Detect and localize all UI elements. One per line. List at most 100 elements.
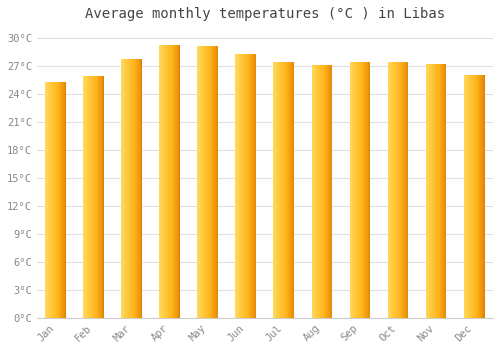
Bar [483, 75, 484, 318]
Bar [62, 82, 63, 318]
Bar [163, 45, 164, 318]
Bar [440, 64, 441, 318]
Bar [130, 59, 131, 318]
Bar [56, 82, 57, 318]
Bar [433, 64, 434, 318]
Bar [482, 75, 483, 318]
Bar [432, 64, 433, 318]
Bar [316, 65, 317, 318]
Bar [427, 64, 428, 318]
Bar [315, 65, 316, 318]
Bar [326, 65, 327, 318]
Bar [360, 62, 362, 318]
Bar [431, 64, 432, 318]
Bar [467, 75, 468, 318]
Bar [351, 62, 352, 318]
Bar [139, 59, 140, 318]
Bar [366, 62, 367, 318]
Bar [168, 45, 169, 318]
Bar [242, 54, 243, 318]
Bar [100, 76, 101, 318]
Bar [93, 76, 94, 318]
Bar [312, 65, 313, 318]
Bar [84, 76, 85, 318]
Bar [46, 82, 47, 318]
Bar [391, 62, 392, 318]
Bar [166, 45, 167, 318]
Bar [136, 59, 138, 318]
Bar [253, 54, 254, 318]
Bar [277, 62, 278, 318]
Bar [252, 54, 253, 318]
Bar [200, 46, 201, 318]
Bar [103, 76, 104, 318]
Bar [160, 45, 161, 318]
Bar [132, 59, 134, 318]
Bar [438, 64, 439, 318]
Bar [208, 46, 210, 318]
Bar [205, 46, 206, 318]
Bar [390, 62, 391, 318]
Bar [64, 82, 65, 318]
Bar [236, 54, 237, 318]
Bar [170, 45, 172, 318]
Bar [206, 46, 207, 318]
Bar [292, 62, 293, 318]
Bar [330, 65, 331, 318]
Bar [128, 59, 129, 318]
Bar [141, 59, 142, 318]
Bar [65, 82, 66, 318]
Bar [393, 62, 394, 318]
Bar [480, 75, 481, 318]
Bar [291, 62, 292, 318]
Bar [293, 62, 294, 318]
Bar [329, 65, 330, 318]
Bar [89, 76, 90, 318]
Title: Average monthly temperatures (°C ) in Libas: Average monthly temperatures (°C ) in Li… [85, 7, 445, 21]
Bar [468, 75, 469, 318]
Bar [53, 82, 54, 318]
Bar [124, 59, 125, 318]
Bar [199, 46, 200, 318]
Bar [368, 62, 369, 318]
Bar [161, 45, 162, 318]
Bar [239, 54, 240, 318]
Bar [324, 65, 325, 318]
Bar [213, 46, 214, 318]
Bar [279, 62, 280, 318]
Bar [49, 82, 50, 318]
Bar [354, 62, 355, 318]
Bar [174, 45, 175, 318]
Bar [407, 62, 408, 318]
Bar [363, 62, 364, 318]
Bar [48, 82, 49, 318]
Bar [52, 82, 53, 318]
Bar [288, 62, 289, 318]
Bar [244, 54, 245, 318]
Bar [127, 59, 128, 318]
Bar [92, 76, 93, 318]
Bar [123, 59, 124, 318]
Bar [464, 75, 465, 318]
Bar [204, 46, 205, 318]
Bar [60, 82, 62, 318]
Bar [175, 45, 176, 318]
Bar [243, 54, 244, 318]
Bar [217, 46, 218, 318]
Bar [91, 76, 92, 318]
Bar [284, 62, 286, 318]
Bar [101, 76, 102, 318]
Bar [394, 62, 395, 318]
Bar [250, 54, 251, 318]
Bar [472, 75, 474, 318]
Bar [477, 75, 478, 318]
Bar [367, 62, 368, 318]
Bar [481, 75, 482, 318]
Bar [476, 75, 477, 318]
Bar [388, 62, 389, 318]
Bar [434, 64, 436, 318]
Bar [465, 75, 466, 318]
Bar [210, 46, 212, 318]
Bar [405, 62, 406, 318]
Bar [319, 65, 320, 318]
